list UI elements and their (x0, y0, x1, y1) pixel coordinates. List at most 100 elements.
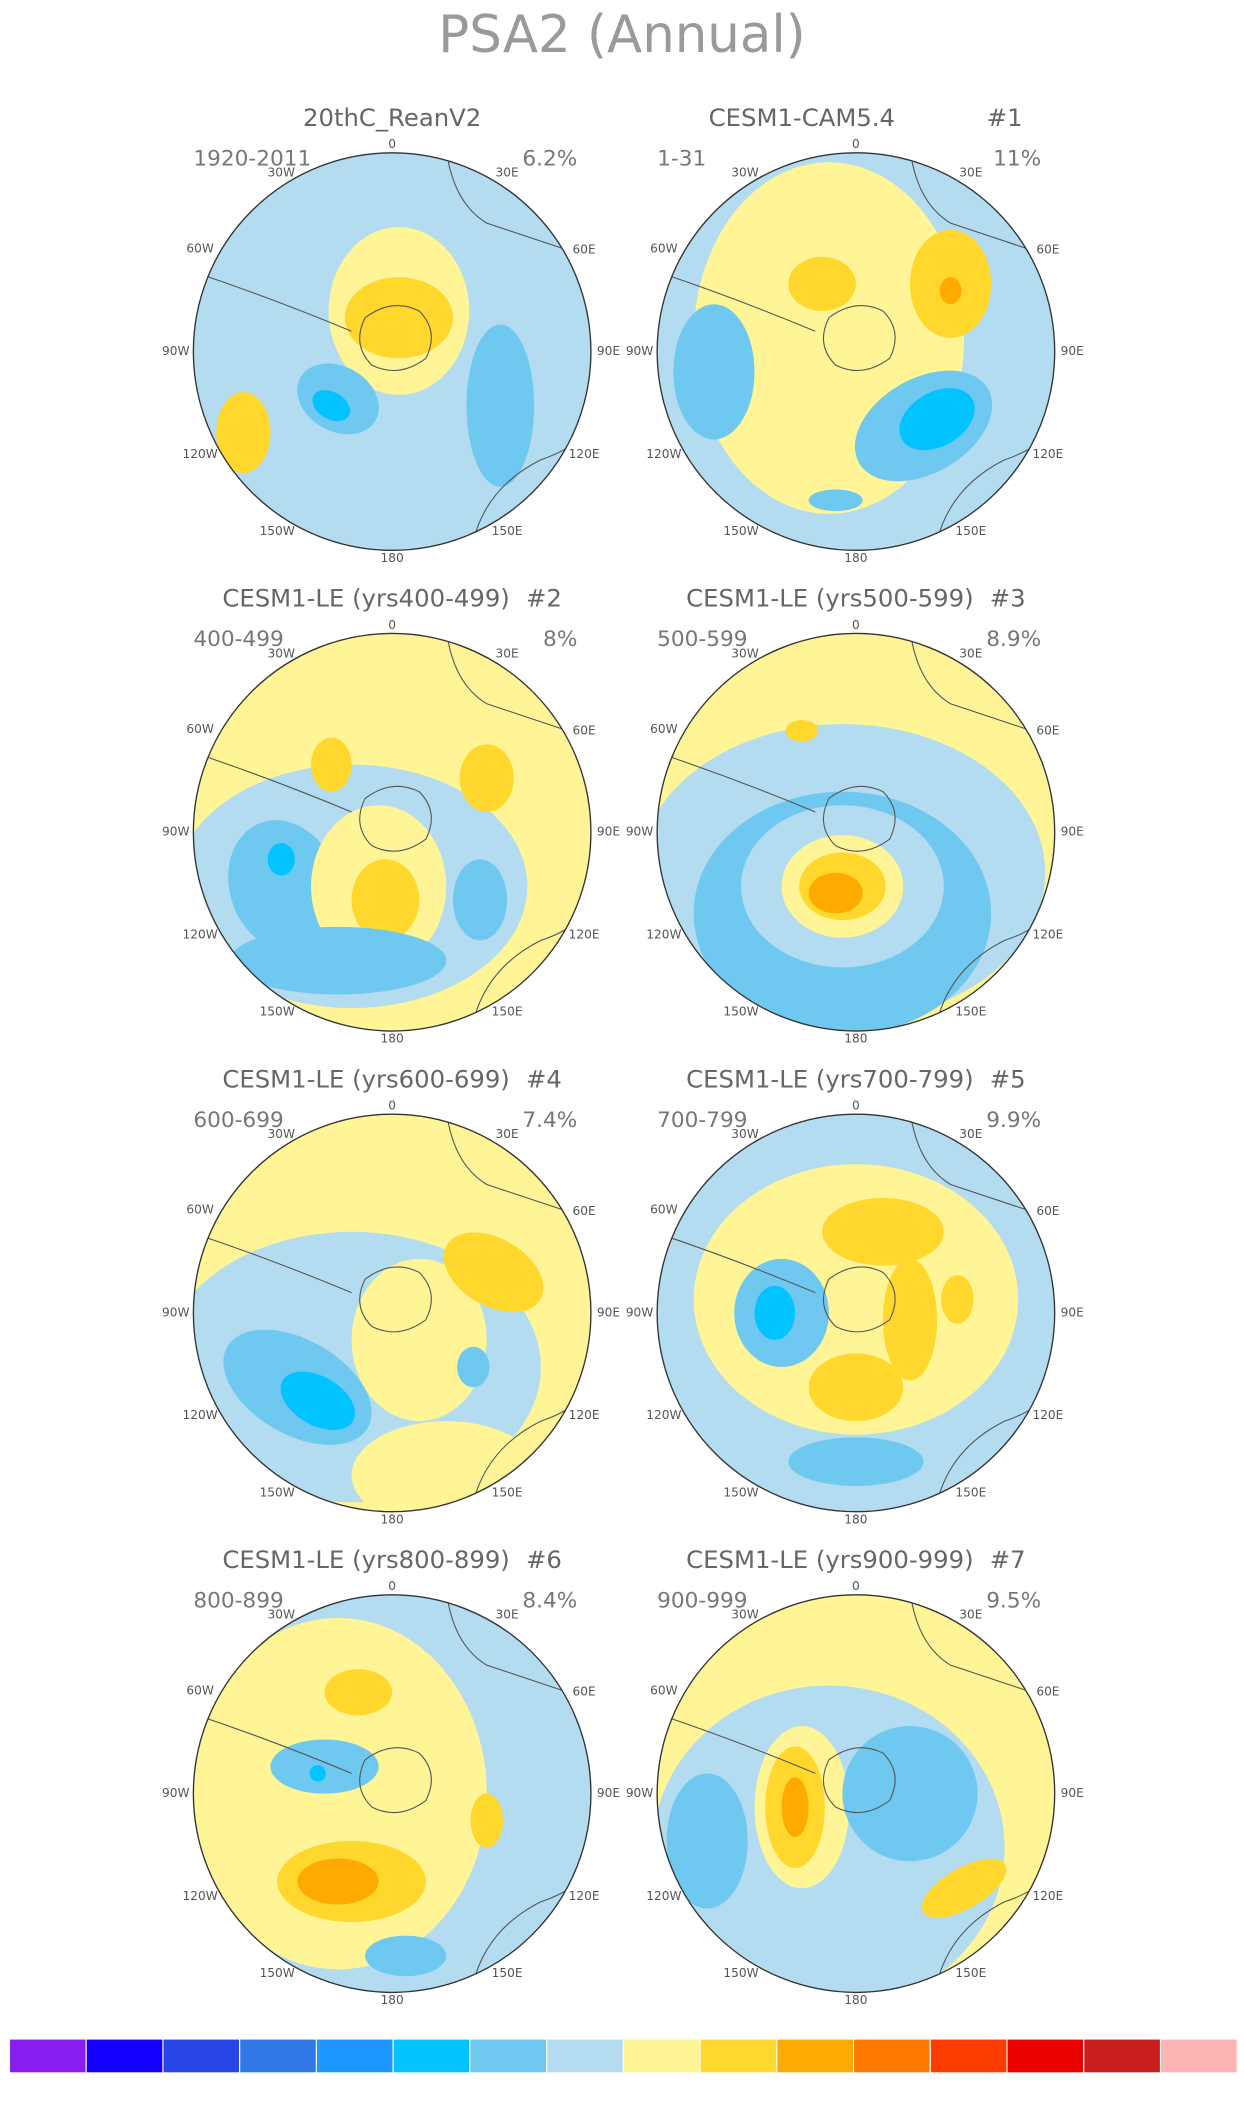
longitude-label: 150E (492, 1485, 523, 1499)
longitude-label: 90E (1061, 344, 1084, 358)
map-outline (192, 1113, 592, 1513)
panel-variance: 8.4% (522, 1589, 577, 1614)
longitude-label: 30W (268, 166, 296, 180)
panel-title-text: CESM1-LE (yrs900-999) (686, 1545, 973, 1574)
field-shading (228, 820, 340, 953)
longitude-label: 120W (646, 447, 681, 461)
field-shading (297, 1858, 379, 1905)
longitude-label: 90E (597, 1786, 620, 1800)
longitude-label: 150W (260, 524, 295, 538)
field-shading (666, 1773, 748, 1909)
longitude-label: 0 (388, 1099, 396, 1113)
longitude-label: 30W (731, 646, 758, 660)
panel-period: 1-31 (657, 147, 706, 172)
field-shading (229, 926, 447, 995)
field-shading (280, 1371, 355, 1431)
map-field (657, 152, 1055, 551)
longitude-label: 60E (1036, 1685, 1059, 1699)
longitude-label: 90W (626, 1305, 654, 1319)
longitude-label: 120W (183, 1408, 218, 1422)
longitude-label: 0 (852, 137, 860, 151)
field-shading (808, 872, 863, 914)
field-shading (312, 390, 351, 422)
colorbar-box (392, 2038, 471, 2074)
panel-title: 20thC_ReanV2 (303, 103, 481, 132)
colorbar-box (239, 2038, 317, 2074)
colorbar-box (1159, 2038, 1238, 2074)
panel-title: CESM1-LE (yrs400-499) #2 (222, 584, 562, 613)
panel-number: #1 (987, 103, 1023, 132)
field-shading (311, 737, 352, 792)
field-shading (842, 1726, 978, 1862)
longitude-label: 60W (186, 722, 214, 736)
colorbar-box (8, 2038, 87, 2074)
longitude-label: 60E (573, 1204, 596, 1218)
colorbar-box (469, 2038, 548, 2074)
longitude-label: 90W (162, 825, 190, 839)
longitude-label: 150W (723, 1005, 758, 1019)
longitude-label: 90E (597, 344, 620, 358)
longitude-label: 120E (569, 1408, 600, 1422)
field-shading (466, 324, 535, 487)
field-shading (808, 1353, 904, 1422)
longitude-label: 60E (573, 1685, 596, 1699)
field-shading (899, 388, 975, 451)
field-shading (459, 744, 514, 812)
panel-period: 600-699 (193, 1108, 283, 1133)
longitude-label: 120E (1032, 1889, 1063, 1903)
longitude-label: 180 (381, 1032, 404, 1046)
longitude-label: 180 (381, 1512, 404, 1526)
colorbar-box (1083, 2038, 1162, 2074)
longitude-label: 30W (268, 646, 296, 660)
longitude-label: 60W (650, 722, 677, 736)
colorbar-box (776, 2038, 855, 2074)
panel-title-text: CESM1-LE (yrs800-899) (222, 1545, 509, 1574)
panel-title: CESM1-LE (yrs900-999) #7 (686, 1545, 1026, 1574)
longitude-label: 60W (650, 1203, 677, 1217)
colorbar-label: −2 (287, 2109, 347, 2113)
map-field (193, 633, 591, 1032)
colorbar-label: 3 (1071, 2109, 1097, 2113)
panel-variance: 11% (993, 147, 1041, 172)
field-shading (788, 256, 856, 311)
panel-title: CESM1-CAM5.4 (709, 103, 895, 132)
panel-title-text: CESM1-LE (yrs600-699) (222, 1064, 509, 1093)
longitude-label: 0 (388, 1579, 396, 1593)
field-shading (452, 859, 508, 941)
panel-period: 700-799 (657, 1108, 747, 1133)
longitude-label: 120W (183, 1889, 218, 1903)
field-shading (270, 1739, 379, 1794)
coastline (193, 633, 591, 1022)
longitude-label: 150E (955, 1966, 986, 1980)
map-field (657, 1114, 1055, 1512)
longitude-label: 60W (650, 241, 677, 255)
longitude-label: 60E (1036, 723, 1059, 737)
map-panel: 0 30E 60E 90E 120E 150E 180 150W 120W 90W 60W 30W CE… (626, 584, 1084, 1046)
longitude-label: 150E (492, 1005, 523, 1019)
longitude-label: 180 (844, 551, 867, 565)
longitude-label: 180 (844, 1032, 867, 1046)
panel-title: CESM1-LE (yrs700-799) #5 (686, 1064, 1026, 1093)
colorbar-label: 0 (610, 2109, 636, 2113)
panel-variance: 8% (543, 627, 577, 652)
map-field (193, 1114, 591, 1512)
colorbar: −3 −2 −1 0 1 2 3 (8, 2038, 1238, 2113)
map-outline (192, 632, 592, 1032)
panel-variance: 6.2% (522, 147, 577, 172)
longitude-label: 90W (626, 344, 654, 358)
longitude-label: 60W (186, 241, 214, 255)
map-panel: 0 30E 60E 90E 120E 150E 180 150W 120W 90W 60W 30W CE… (162, 584, 620, 1046)
field-shading (365, 1935, 447, 1977)
longitude-label: 120E (1032, 1408, 1063, 1422)
field-shading (808, 489, 863, 512)
longitude-label: 150W (723, 1485, 758, 1499)
panel-number: #4 (526, 1064, 562, 1093)
longitude-label: 150W (260, 1485, 295, 1499)
panel-variance: 9.5% (986, 1589, 1041, 1614)
longitude-label: 90W (162, 1786, 190, 1800)
longitude-label: 90E (1061, 825, 1084, 839)
map-panel: 0 30E 60E 90E 120E 150E 180 150W 120W 90W 60W 30W CE… (162, 1064, 620, 1526)
map-outline (192, 1594, 592, 1994)
colorbar-label: −1 (440, 2109, 500, 2113)
longitude-label: 60W (186, 1683, 214, 1697)
